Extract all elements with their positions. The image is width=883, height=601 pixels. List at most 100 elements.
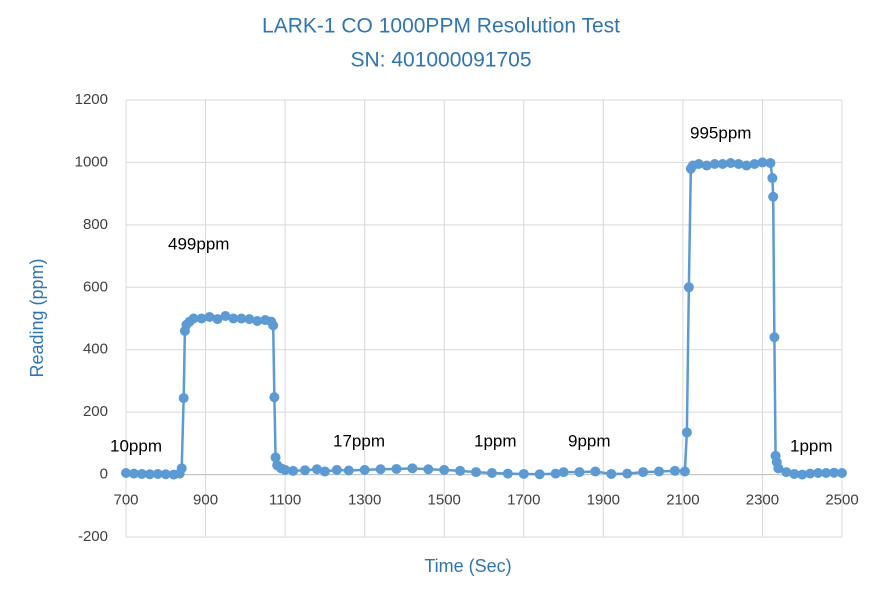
data-point <box>188 313 199 324</box>
x-axis-label: Time (Sec) <box>424 556 511 576</box>
data-point <box>391 463 402 474</box>
data-point <box>244 314 255 325</box>
data-point <box>654 466 665 477</box>
data-point <box>701 160 712 171</box>
data-point <box>749 158 760 169</box>
data-point <box>280 464 291 475</box>
data-point <box>768 191 779 202</box>
data-point <box>606 468 617 479</box>
x-tick-label: 1500 <box>428 492 461 509</box>
data-point <box>590 466 601 477</box>
x-tick-label: 1300 <box>348 492 381 509</box>
y-tick-label: -200 <box>78 528 108 545</box>
x-tick-label: 2300 <box>746 492 779 509</box>
data-point <box>178 393 189 404</box>
x-tick-label: 1900 <box>587 492 620 509</box>
data-point <box>797 469 808 480</box>
data-point <box>486 468 497 479</box>
chart-subtitle: SN: 401000091705 <box>351 49 532 72</box>
data-point <box>300 465 310 476</box>
x-tick-label: 2500 <box>825 492 858 509</box>
data-point <box>121 468 131 479</box>
annotation: 10ppm <box>110 436 162 455</box>
data-point <box>502 468 513 479</box>
data-point <box>359 464 370 475</box>
y-tick-label: 800 <box>83 216 108 233</box>
data-point <box>288 465 299 476</box>
data-point <box>152 468 163 479</box>
data-point <box>765 158 776 169</box>
y-tick-label: 1000 <box>75 153 108 170</box>
data-point <box>789 468 800 479</box>
data-point <box>220 311 231 322</box>
data-point <box>534 469 545 480</box>
data-point <box>455 465 466 476</box>
data-point <box>228 313 239 324</box>
data-point <box>144 469 155 480</box>
x-tick-label: 2100 <box>666 492 699 509</box>
data-point <box>741 160 752 171</box>
data-point <box>268 320 279 331</box>
data-point <box>725 158 736 169</box>
data-point <box>638 467 649 478</box>
x-tick-label: 900 <box>193 492 218 509</box>
data-point <box>128 468 139 479</box>
data-point <box>709 158 720 169</box>
y-tick-label: 0 <box>100 466 108 483</box>
data-point <box>471 467 482 478</box>
data-point <box>311 464 322 475</box>
data-point <box>781 467 792 478</box>
x-tick-label: 700 <box>113 492 138 509</box>
data-point <box>837 468 847 479</box>
data-point <box>204 311 215 322</box>
x-tick-label: 1700 <box>507 492 540 509</box>
data-point <box>717 158 728 169</box>
y-tick-label: 600 <box>83 278 108 295</box>
data-point <box>733 158 744 169</box>
data-point <box>550 468 561 479</box>
data-point <box>343 465 354 476</box>
data-point <box>769 332 780 343</box>
data-point <box>439 464 450 475</box>
data-point <box>319 466 330 477</box>
data-point <box>829 467 840 478</box>
annotation: 1ppm <box>790 436 833 455</box>
data-point <box>813 468 824 479</box>
data-point <box>236 313 247 324</box>
data-point <box>767 173 778 184</box>
data-point <box>269 392 280 403</box>
chart-title: LARK-1 CO 1000PPM Resolution Test <box>262 15 620 38</box>
data-point <box>821 468 832 479</box>
data-point <box>757 157 768 168</box>
annotation: 17ppm <box>333 431 385 450</box>
data-point <box>270 452 281 463</box>
data-point <box>622 468 633 479</box>
annotation: 995ppm <box>690 123 751 142</box>
data-point <box>212 314 223 325</box>
annotation: 1ppm <box>474 431 517 450</box>
data-point <box>669 465 680 476</box>
data-point <box>683 282 694 293</box>
data-point <box>196 313 207 324</box>
data-point <box>574 467 585 478</box>
data-point <box>558 467 569 478</box>
data-point <box>375 464 386 475</box>
y-axis-label: Reading (ppm) <box>27 258 47 377</box>
data-point <box>423 464 434 475</box>
data-point <box>681 427 692 438</box>
data-point <box>252 315 263 326</box>
data-point <box>160 469 171 480</box>
annotation: 9ppm <box>568 431 611 450</box>
data-point <box>518 468 529 479</box>
annotation: 499ppm <box>168 234 229 253</box>
data-point <box>407 463 418 474</box>
data-point <box>176 463 187 474</box>
y-tick-label: 1200 <box>75 91 108 108</box>
y-tick-label: 400 <box>83 341 108 358</box>
data-point <box>805 468 816 479</box>
data-point <box>773 463 784 474</box>
data-point <box>693 158 704 169</box>
x-tick-label: 1100 <box>269 492 301 509</box>
data-point <box>331 464 342 475</box>
